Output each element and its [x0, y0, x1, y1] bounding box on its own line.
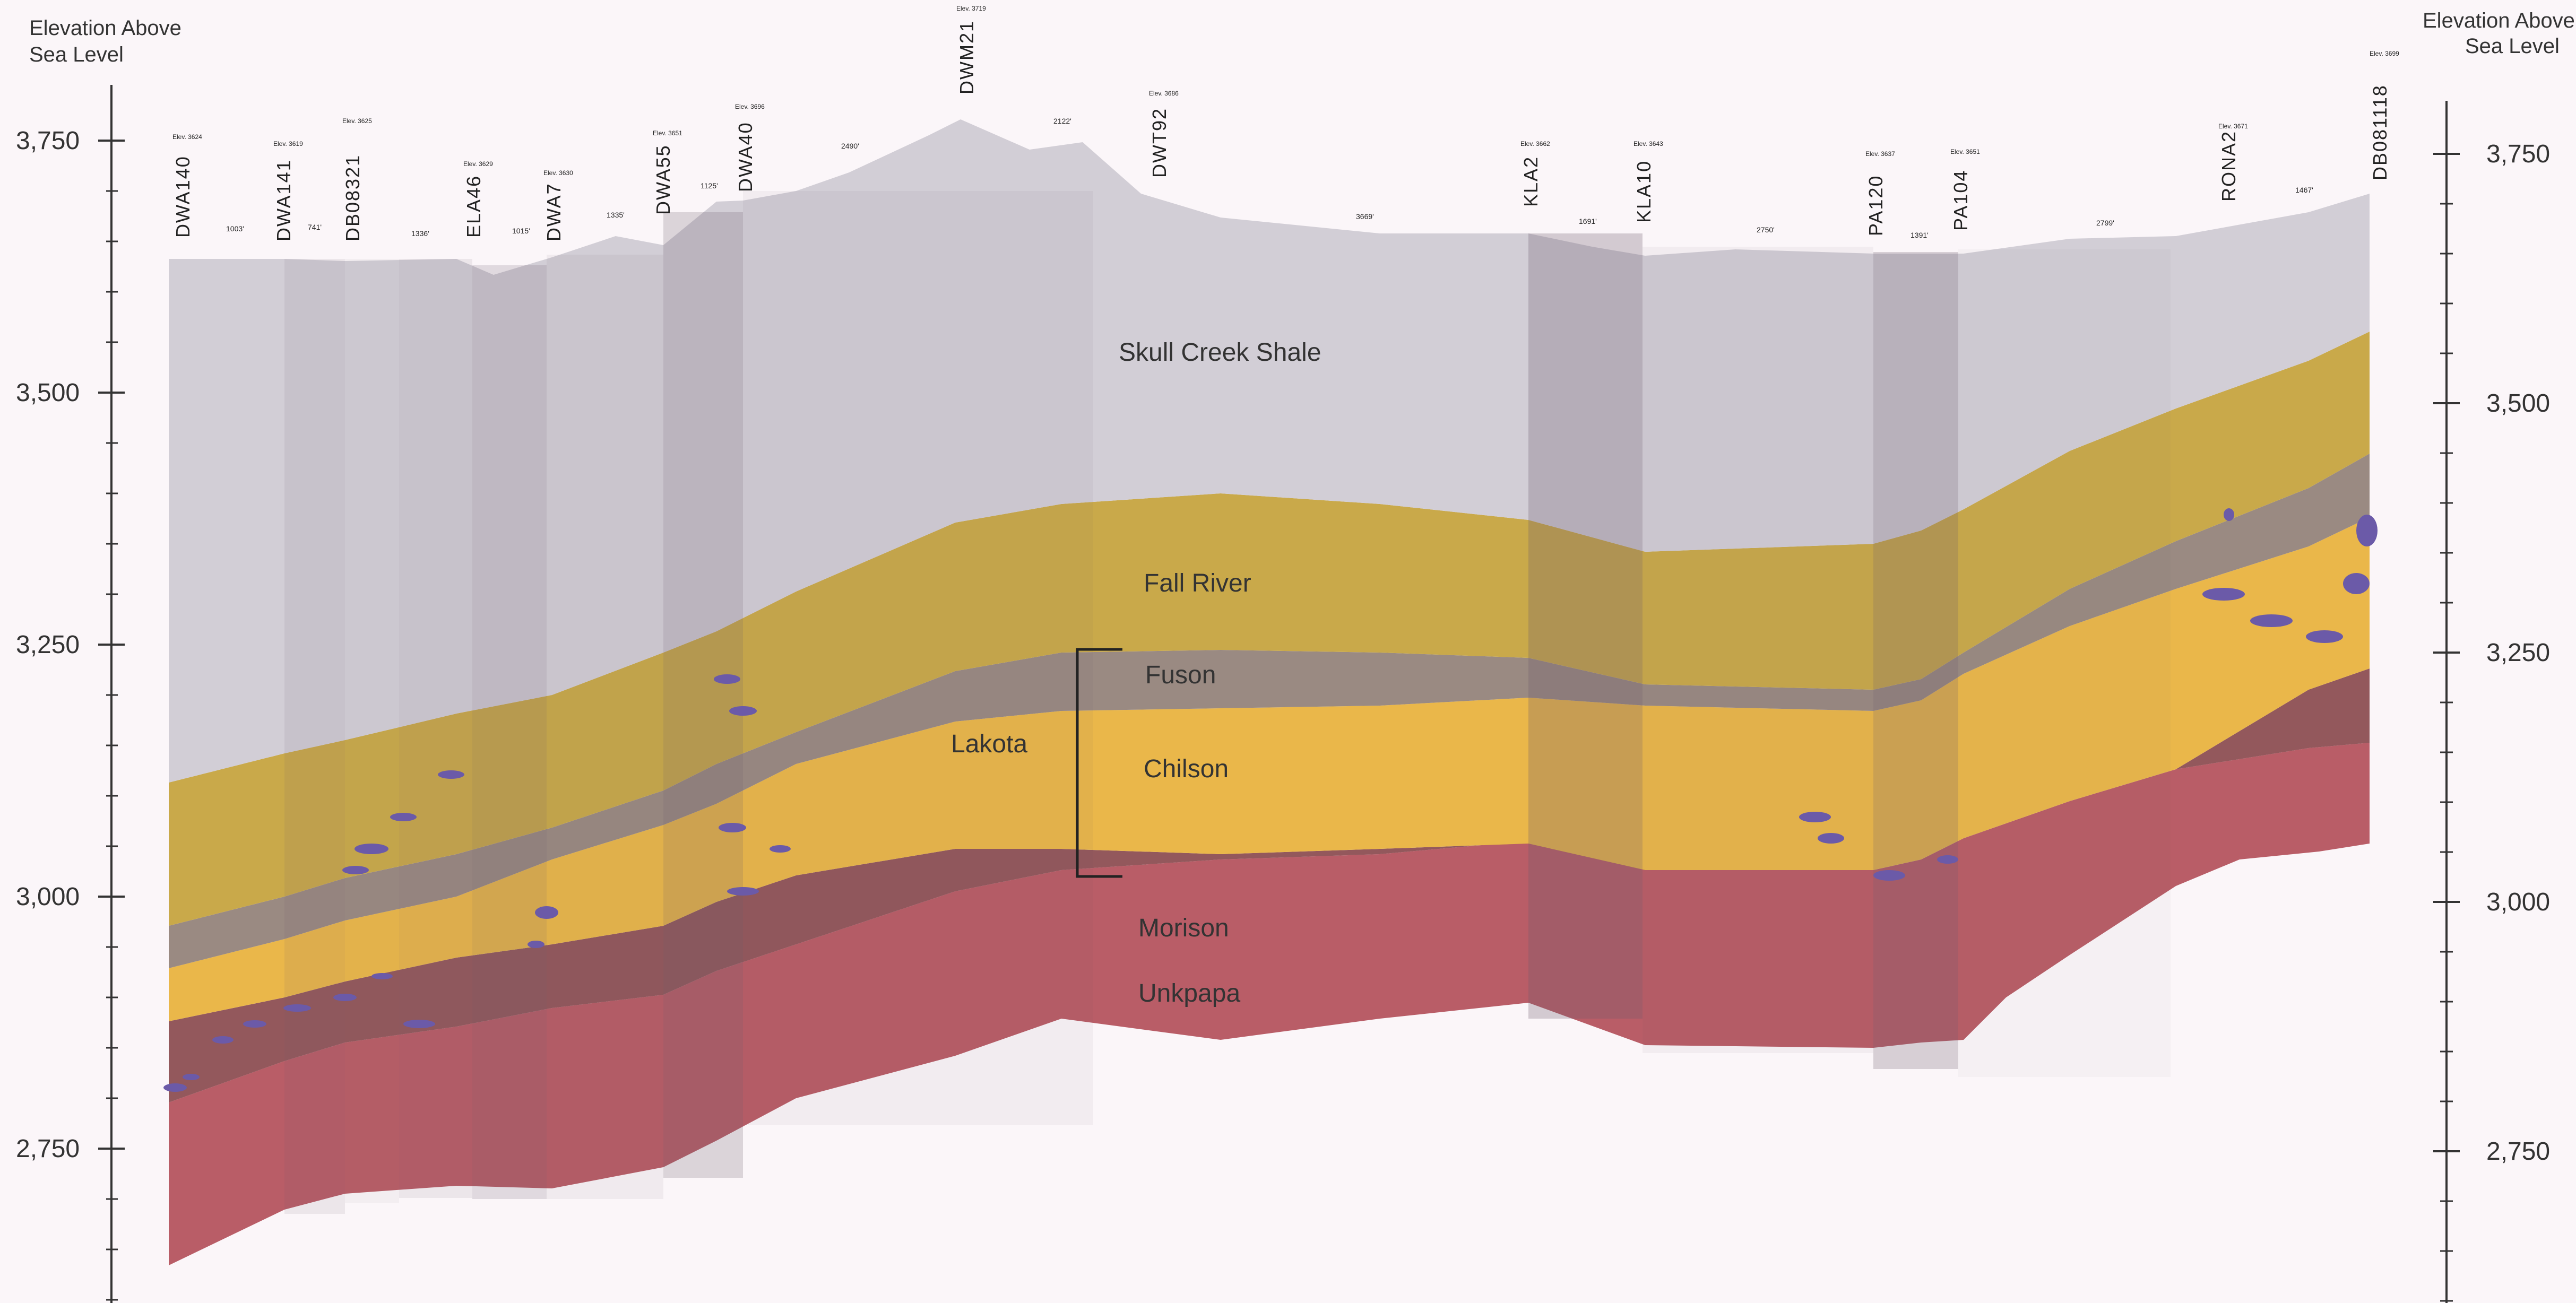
well-name: RONA2 [2218, 131, 2240, 202]
skull-creek-shale-layer [169, 119, 2370, 783]
well-spacing: 1335' [607, 211, 625, 219]
right-tick-label: 3,250 [2486, 639, 2550, 667]
well-elevation: Elev. 3643 [1633, 140, 1663, 147]
left-tick-label: 3,250 [16, 631, 80, 659]
left-axis: 3,750 3,500 3,250 3,000 2,750 [16, 85, 125, 1303]
right-axis-title-1: Elevation Above [2423, 9, 2575, 32]
well-name: ELA46 [463, 175, 485, 238]
well-elevation: Elev. 3671 [2218, 123, 2248, 130]
left-tick-label: 3,500 [16, 379, 80, 407]
well-elevation: Elev. 3629 [463, 160, 493, 168]
chilson-layer [169, 517, 2370, 1021]
well-columns [284, 191, 2171, 1214]
well-spacing: 2490' [841, 142, 859, 150]
well-elevation: Elev. 3624 [172, 133, 202, 141]
well-spacing: 1691' [1579, 217, 1597, 225]
fuson-label: Fuson [1145, 661, 1216, 689]
well-elevation: Elev. 3651 [653, 129, 682, 137]
well-name: KLA2 [1520, 156, 1542, 207]
well-name: DB081118 [2369, 84, 2391, 180]
well-elevation: Elev. 3662 [1520, 140, 1550, 147]
right-tick-label: 3,500 [2486, 389, 2550, 418]
left-tick-label: 3,750 [16, 127, 80, 155]
right-tick-label: 3,000 [2486, 888, 2550, 916]
well-spacing: 1467' [2295, 186, 2313, 194]
unkpapa-layer [169, 743, 2370, 1265]
well-labels: DWA140 Elev. 3624 DWA141 Elev. 3619 DB08321 E… [172, 5, 2399, 241]
skull-creek-shale-label: Skull Creek Shale [1119, 338, 1321, 367]
well-name: DWA141 [273, 159, 295, 241]
lakota-bracket [1076, 648, 1122, 878]
well-name: PA120 [1865, 175, 1887, 236]
well-spacing: 1003' [226, 224, 244, 233]
left-axis-title-2: Sea Level [29, 43, 124, 66]
left-axis-title-1: Elevation Above [29, 16, 181, 40]
right-axis-title-2: Sea Level [2465, 34, 2560, 58]
well-spacing: 1015' [512, 227, 530, 235]
well-name: KLA10 [1633, 160, 1655, 223]
well-name: PA104 [1950, 170, 1972, 231]
well-name: DWA55 [652, 144, 674, 215]
well-spacing: 2122' [1053, 117, 1071, 125]
well-name: DWA40 [734, 121, 756, 192]
well-spacing: 2799' [2096, 219, 2114, 227]
right-axis: 3,750 3,500 3,250 3,000 2,750 [2433, 101, 2550, 1303]
well-spacing: 3669' [1356, 212, 1374, 221]
right-tick-label: 2,750 [2486, 1137, 2550, 1166]
well-name: DWA140 [172, 155, 194, 238]
well-elevation: Elev. 3625 [342, 117, 372, 125]
well-spacing: 741' [308, 223, 322, 231]
well-elevation: Elev. 3637 [1865, 150, 1895, 158]
well-elevation: Elev. 3619 [273, 140, 303, 147]
well-elevation: Elev. 3651 [1950, 148, 1980, 155]
well-name: DB08321 [342, 154, 364, 241]
well-elevation: Elev. 3719 [956, 5, 986, 12]
fall-river-layer [169, 332, 2370, 926]
fall-river-label: Fall River [1144, 569, 1251, 597]
well-elevation: Elev. 3699 [2370, 50, 2399, 57]
ore-zones [163, 508, 2378, 1092]
well-spacing: 1125' [701, 181, 718, 190]
well-spacing: 2750' [1757, 225, 1775, 234]
well-elevation: Elev. 3696 [735, 103, 765, 110]
spacing-labels: 1003' 741' 1336' 1015' 1335' 1125' 2490' 2122' 3… [226, 117, 2313, 239]
chilson-label: Chilson [1144, 755, 1229, 783]
well-name: DWA7 [543, 183, 565, 241]
unkpapa-label: Unkpapa [1138, 979, 1240, 1007]
well-elevation: Elev. 3686 [1149, 90, 1179, 97]
right-tick-label: 3,750 [2486, 140, 2550, 168]
well-elevation: Elev. 3630 [543, 169, 573, 177]
well-spacing: 1336' [411, 229, 429, 238]
morison-label: Morison [1138, 914, 1229, 942]
lakota-label: Lakota [951, 730, 1027, 758]
well-name: DWT92 [1148, 108, 1170, 178]
left-tick-label: 2,750 [16, 1135, 80, 1163]
well-name: DWM21 [956, 20, 978, 94]
well-spacing: 1391' [1911, 231, 1929, 239]
left-tick-label: 3,000 [16, 883, 80, 911]
